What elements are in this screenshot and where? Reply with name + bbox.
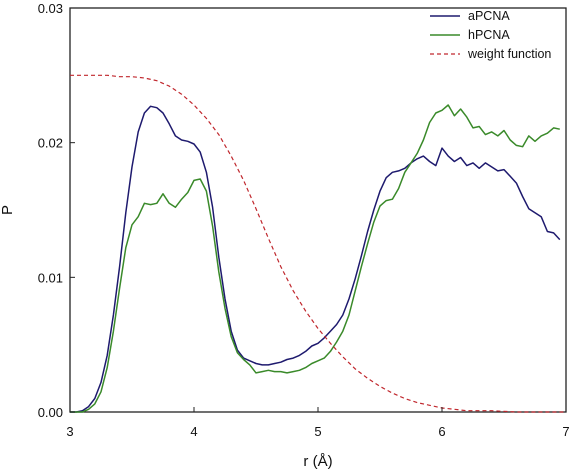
legend-label: weight function [467,47,551,61]
series-line-apcna [70,105,561,413]
series-layer [70,74,566,413]
x-tick-label: 4 [190,424,197,439]
y-tick-label: 0.02 [38,136,63,151]
legend-label: hPCNA [468,28,510,42]
y-axis-ticks: 0.00 0.01 0.02 0.03 [38,1,75,420]
y-axis-label: P [0,205,16,215]
legend-label: aPCNA [468,9,510,23]
x-axis-label: r (Å) [303,453,332,470]
x-tick-label: 7 [562,424,569,439]
x-tick-label: 6 [438,424,445,439]
series-line-hpcna [70,104,560,413]
legend: aPCNA hPCNA weight function [430,9,551,61]
x-axis-ticks: 3 4 5 6 7 [66,407,570,439]
plot-frame [69,7,567,413]
x-tick-label: 3 [66,424,73,439]
y-tick-label: 0.00 [38,405,63,420]
y-tick-label: 0.03 [38,1,63,16]
plot-area-border [69,7,567,413]
y-tick-label: 0.01 [38,270,63,285]
x-tick-label: 5 [314,424,321,439]
